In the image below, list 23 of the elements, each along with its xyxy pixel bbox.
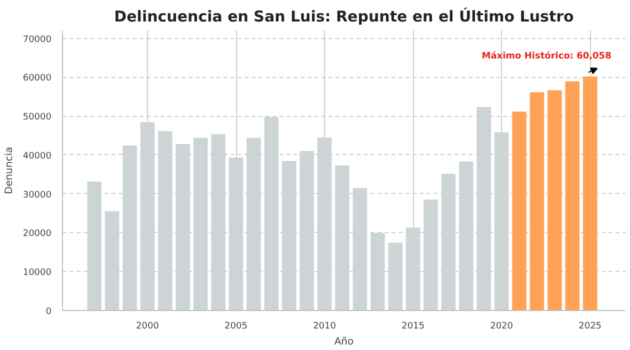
y-tick-label: 40000: [22, 151, 52, 162]
annotation: Máximo Histórico: 60,058: [482, 50, 612, 62]
bar: [565, 81, 580, 310]
y-tick-label: 60000: [22, 74, 52, 84]
bar: [530, 92, 544, 310]
y-tick-label: 30000: [22, 190, 52, 200]
x-tick-label: 2015: [402, 322, 424, 332]
x-tick-label: 2025: [578, 322, 602, 332]
x-tick-label: 2020: [490, 322, 514, 332]
chart-title: Delincuencia en San Luis: Repunte en el Último Lustro: [114, 8, 574, 26]
bar: [512, 112, 526, 310]
bar: [582, 76, 598, 310]
y-tick-label: 10000: [22, 268, 52, 278]
y-tick-label: 50000: [22, 112, 52, 123]
x-tick-label: 2000: [136, 322, 160, 332]
y-tick-label: 20000: [22, 229, 52, 240]
x-tick-label: 2005: [224, 322, 248, 332]
y-tick-label: 70000: [22, 34, 52, 45]
y-tick-label: 0: [46, 307, 52, 317]
bar: [548, 90, 562, 310]
x-axis-title: Año: [334, 336, 354, 348]
x-tick-label: 2010: [313, 322, 336, 332]
y-axis-title: Denuncia: [4, 146, 15, 194]
